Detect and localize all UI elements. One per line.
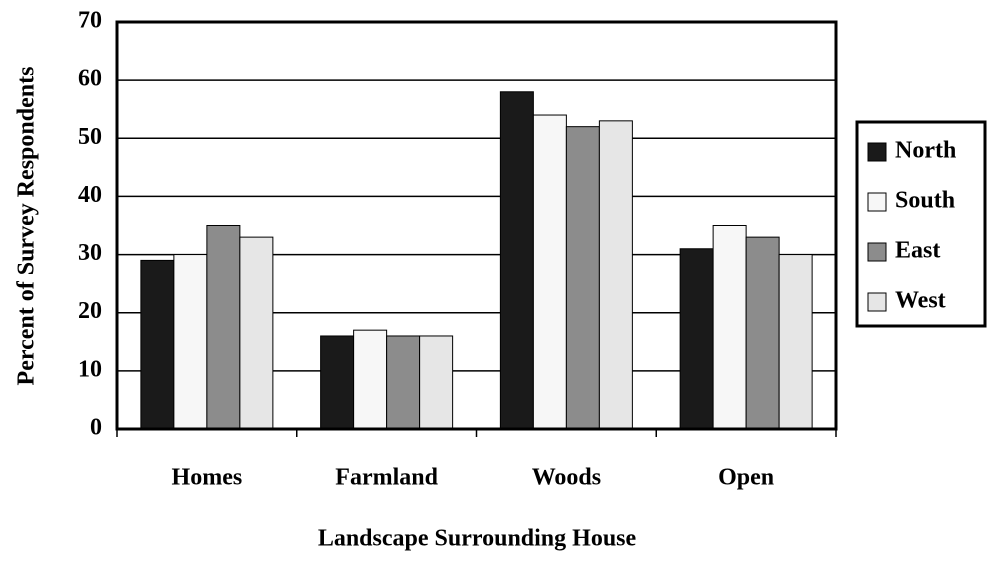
bar — [532, 114, 567, 430]
x-tick-label: Homes — [172, 465, 243, 491]
bar — [353, 329, 388, 430]
legend-swatch — [867, 142, 887, 162]
bar — [173, 254, 208, 430]
x-axis-title: Landscape Surrounding House — [318, 526, 637, 552]
y-tick-label: 20 — [78, 298, 102, 324]
legend-swatch — [867, 192, 887, 212]
y-tick-label: 60 — [78, 66, 102, 92]
x-tick-label: Farmland — [335, 465, 438, 491]
y-tick-label: 10 — [78, 356, 102, 382]
legend-swatch — [867, 242, 887, 262]
y-tick-label: 40 — [78, 182, 102, 208]
bar — [565, 126, 600, 430]
legend-label: East — [895, 238, 940, 264]
legend-swatch — [867, 292, 887, 312]
x-tick-label: Woods — [532, 465, 601, 491]
plot-frame — [115, 20, 838, 431]
y-tick-label: 30 — [78, 240, 102, 266]
legend-label: West — [895, 288, 946, 314]
bar — [239, 236, 274, 430]
bar — [499, 91, 534, 430]
bar — [712, 225, 747, 430]
y-tick-label: 70 — [78, 8, 102, 34]
bar — [679, 248, 714, 430]
legend-label: North — [895, 138, 956, 164]
y-tick-label: 0 — [90, 415, 102, 441]
bar — [598, 120, 633, 430]
y-axis-title: Percent of Survey Respondents — [14, 67, 40, 386]
legend-label: South — [895, 188, 955, 214]
bar — [206, 225, 241, 430]
bar — [419, 335, 454, 430]
bar — [745, 236, 780, 430]
y-tick-label: 50 — [78, 124, 102, 150]
bar — [140, 259, 175, 430]
bar — [320, 335, 355, 430]
bar — [386, 335, 421, 430]
bar — [778, 254, 813, 430]
x-tick-label: Open — [718, 465, 774, 491]
